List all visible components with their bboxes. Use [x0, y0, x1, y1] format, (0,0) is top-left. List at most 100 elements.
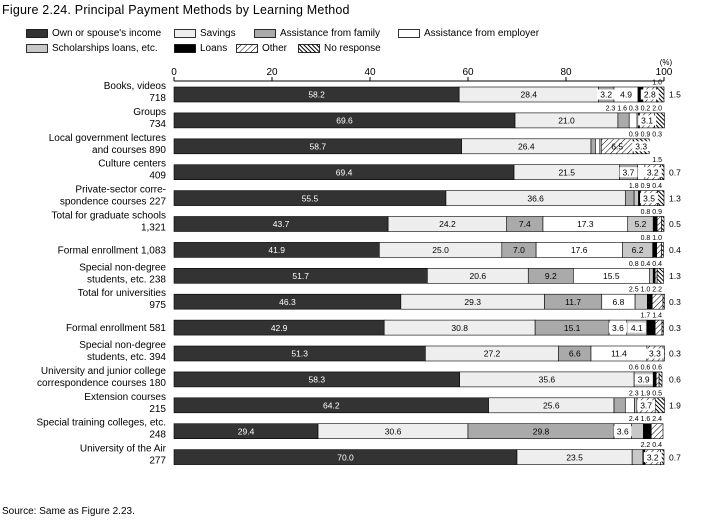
legend-item: Other — [236, 43, 287, 54]
row-label: Formal enrollment 581 — [66, 323, 166, 334]
data-label: 30.6 — [385, 426, 402, 436]
bar-segment — [654, 397, 665, 414]
right-value-label: 0.3 — [669, 297, 681, 307]
data-label-box — [640, 193, 659, 204]
row-label: and courses 890 — [92, 145, 166, 156]
source-note: Source: Same as Figure 2.23. — [2, 506, 135, 517]
small-value-labels: 1.7 1.4 — [641, 313, 663, 320]
data-label: 11.7 — [565, 297, 581, 307]
row-label: students, etc. 238 — [87, 274, 166, 285]
right-value-label: 1.9 — [669, 401, 681, 411]
right-value-label: 0.3 — [669, 349, 681, 359]
legend-swatch — [26, 44, 48, 53]
data-label: 46.3 — [279, 297, 296, 307]
bar-segment — [650, 423, 664, 440]
data-label-box — [643, 167, 662, 178]
data-label: 3.3 — [635, 142, 647, 152]
bar-segment — [628, 112, 638, 129]
row-label: Special non-degree — [79, 262, 166, 273]
data-label: 3.5 — [643, 193, 655, 203]
small-value-labels: 0.6 0.6 0.6 — [629, 364, 662, 371]
small-value-labels: 2.5 1.0 2.2 — [629, 287, 662, 294]
bar-segment — [647, 293, 653, 310]
small-value-labels: 0.8 0.4 0.4 — [629, 261, 662, 268]
bar-segment — [661, 216, 665, 232]
data-label: 58.3 — [309, 375, 326, 385]
bar-segment — [652, 216, 658, 232]
data-label: 21.5 — [558, 167, 575, 177]
data-label-box — [613, 426, 632, 437]
row-label: 248 — [149, 430, 166, 441]
x-tick-label: 80 — [560, 67, 572, 78]
data-label: 3.9 — [638, 375, 650, 385]
data-label: 64.2 — [323, 401, 340, 411]
data-label: 7.0 — [513, 245, 525, 255]
data-label: 20.6 — [470, 271, 487, 281]
x-tick-label: 20 — [266, 67, 278, 78]
data-label: 41.9 — [268, 245, 285, 255]
row-label: 215 — [149, 404, 166, 415]
data-label: 21.0 — [558, 116, 575, 126]
bar-segment — [656, 242, 662, 258]
right-value-label: 0.7 — [669, 452, 681, 462]
row-label: Books, videos — [104, 81, 166, 92]
legend-item: Own or spouse's income — [26, 28, 161, 39]
bar-segment — [624, 397, 635, 414]
data-label: 25.6 — [543, 401, 560, 411]
data-label: 6.8 — [613, 297, 625, 307]
right-value-label: 1.3 — [669, 193, 681, 203]
legend-label: Loans — [200, 43, 228, 54]
bar-segment — [631, 423, 644, 440]
bar-segment — [634, 293, 648, 310]
legend-swatch — [298, 44, 320, 53]
data-label: 51.7 — [292, 271, 309, 281]
right-value-label: 0.4 — [669, 245, 681, 255]
data-label: 42.9 — [271, 323, 288, 333]
row-label: spondence courses 227 — [60, 197, 167, 208]
data-label: 29.4 — [238, 426, 255, 436]
bar-segment — [633, 190, 639, 206]
bar-segment — [595, 138, 601, 155]
small-value-labels: 0.9 0.9 0.3 — [629, 131, 662, 138]
data-label: 3.7 — [640, 401, 652, 411]
small-value-labels: 2.2 0.4 — [641, 442, 663, 449]
data-label: 3.2 — [647, 452, 659, 462]
row-label: Local government lectures — [49, 133, 166, 144]
data-label: 3.1 — [641, 116, 653, 126]
data-label: 70.0 — [337, 452, 354, 462]
row-label: Extension courses — [84, 392, 166, 403]
bar-segment — [634, 397, 638, 414]
small-value-labels: 1.8 0.9 0.4 — [629, 183, 662, 190]
legend-item: Assistance from family — [254, 28, 380, 39]
data-label: 58.2 — [308, 90, 325, 100]
data-label: 3.6 — [617, 426, 629, 436]
bar-segment — [643, 423, 652, 440]
legend-swatch — [174, 44, 196, 53]
data-label: 11.4 — [611, 349, 627, 359]
data-label: 3.6 — [612, 323, 624, 333]
small-value-labels: 0.8 1.0 — [641, 235, 663, 242]
x-tick-label: 100 — [656, 67, 673, 78]
bar-segment — [662, 293, 665, 310]
row-label: 975 — [149, 300, 166, 311]
row-label: 409 — [149, 171, 166, 182]
data-label: 29.3 — [464, 297, 481, 307]
row-label: Private-sector corre- — [75, 185, 166, 196]
data-label: 5.2 — [635, 219, 647, 229]
figure-title: Figure 2.24. Principal Payment Methods b… — [2, 3, 350, 17]
right-value-label: 0.3 — [669, 323, 681, 333]
bar-segment — [656, 216, 662, 232]
bar-segment — [624, 190, 635, 206]
row-label: students, etc. 394 — [87, 352, 166, 363]
data-label: 69.6 — [336, 116, 353, 126]
bar-segment — [658, 371, 663, 388]
legend-item: Loans — [174, 43, 227, 54]
data-label: 3.2 — [647, 167, 659, 177]
data-label-box — [640, 89, 659, 100]
right-value-label: 1.3 — [669, 271, 681, 281]
small-value-labels: 1.5 — [652, 157, 662, 164]
legend-label: Assistance from family — [280, 28, 381, 39]
legend-label: Savings — [200, 28, 236, 39]
data-label: 35.6 — [539, 375, 556, 385]
data-label: 3.2 — [600, 90, 612, 100]
